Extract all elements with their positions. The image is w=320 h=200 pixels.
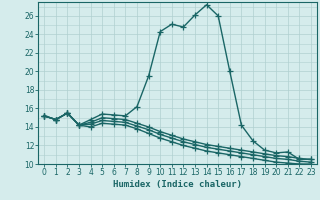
X-axis label: Humidex (Indice chaleur): Humidex (Indice chaleur) [113, 180, 242, 189]
